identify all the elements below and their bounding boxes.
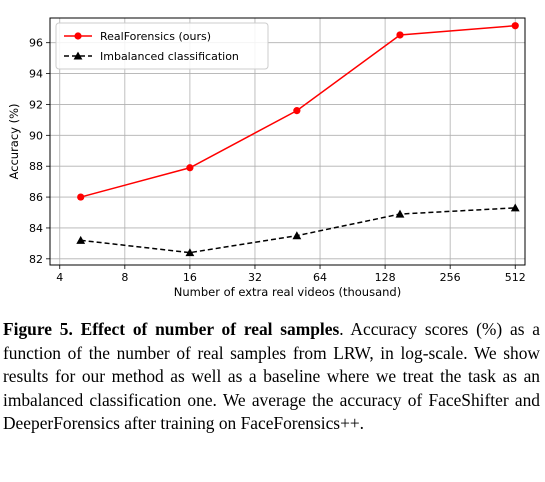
y-axis-label: Accuracy (%) — [7, 103, 21, 179]
legend-marker — [73, 51, 83, 60]
x-tick-label: 8 — [121, 271, 128, 284]
legend-marker — [74, 32, 82, 40]
x-tick-label: 64 — [313, 271, 327, 284]
x-tick-label: 128 — [375, 271, 396, 284]
data-point — [292, 231, 302, 240]
y-tick-label: 90 — [29, 129, 43, 142]
chart: 4 8 16 32 64 128 256 512 82 84 86 88 90 92 94 96 Number… — [7, 17, 526, 299]
y-tick-label: 84 — [29, 222, 43, 235]
y-tick-label: 94 — [29, 68, 43, 81]
legend-label: Imbalanced classification — [100, 50, 239, 63]
x-tick-label: 512 — [505, 271, 526, 284]
data-point — [186, 164, 194, 172]
legend: RealForensics (ours) Imbalanced classific… — [55, 22, 269, 70]
data-point — [185, 248, 195, 257]
series-0 — [77, 22, 519, 201]
series-1 — [76, 203, 520, 257]
x-axis-label: Number of extra real videos (thousand) — [174, 285, 401, 299]
x-tick-label: 32 — [248, 271, 262, 284]
grid — [50, 18, 525, 265]
x-tick-label: 16 — [183, 271, 197, 284]
figure-caption: Figure 5. Effect of number of real sampl… — [3, 318, 540, 436]
data-point — [511, 22, 519, 30]
data-point — [395, 209, 405, 218]
y-tick-label: 92 — [29, 98, 43, 111]
y-tick-label: 82 — [29, 253, 43, 266]
legend-box — [55, 22, 269, 70]
x-tick-label: 256 — [440, 271, 461, 284]
series-layer — [76, 22, 520, 257]
caption-text: . Accuracy scores (%) as a function of t… — [3, 319, 540, 434]
axes: 4 8 16 32 64 128 256 512 82 84 86 88 90 92 94 96 — [29, 37, 526, 284]
data-point — [77, 193, 85, 201]
y-tick-label: 86 — [29, 191, 43, 204]
data-point — [293, 107, 301, 115]
y-tick-label: 96 — [29, 37, 43, 50]
plot-frame — [49, 17, 526, 266]
data-point — [510, 203, 520, 212]
x-tick-label: 4 — [56, 271, 63, 284]
data-point — [396, 31, 404, 39]
data-point — [76, 235, 86, 244]
caption-label: Figure 5. — [3, 319, 73, 339]
caption-title: Effect of number of real samples — [80, 319, 340, 339]
y-tick-label: 88 — [29, 160, 43, 173]
legend-label: RealForensics (ours) — [100, 30, 211, 43]
